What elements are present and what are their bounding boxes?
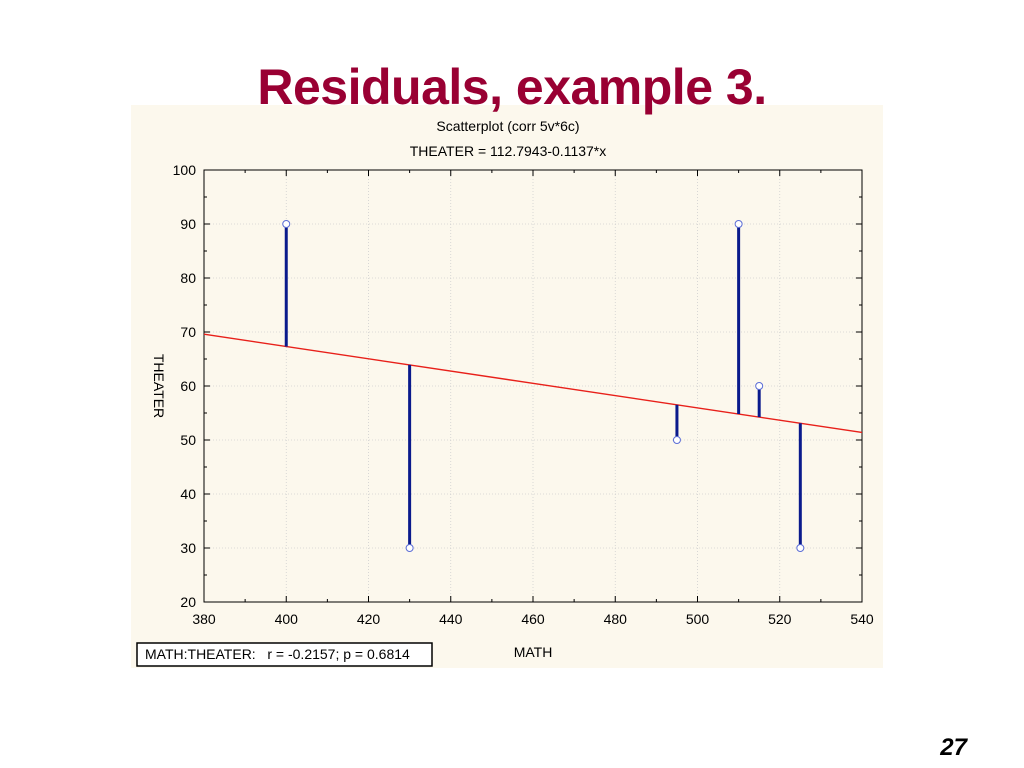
y-tick-label: 50	[180, 432, 196, 448]
y-tick-label: 20	[180, 594, 196, 610]
page-number: 27	[940, 734, 967, 761]
y-tick-label: 80	[180, 270, 196, 286]
data-point	[755, 382, 764, 390]
data-point	[672, 436, 681, 444]
grid	[204, 170, 862, 602]
data-point	[282, 220, 291, 228]
x-tick-label: 520	[768, 611, 792, 627]
data-point	[796, 544, 805, 552]
y-axis-label: THEATER	[151, 354, 167, 418]
chart-panel: Scatterplot (corr 5v*6c) THEATER = 112.7…	[131, 105, 883, 668]
y-tick-label: 30	[180, 540, 196, 556]
scatterplot: Scatterplot (corr 5v*6c) THEATER = 112.7…	[136, 118, 874, 667]
x-tick-label: 500	[686, 611, 710, 627]
stats-annotation-box	[136, 642, 433, 667]
y-tick-label: 70	[180, 324, 196, 340]
y-tick-label: 100	[173, 162, 197, 178]
x-tick-label: 460	[521, 611, 545, 627]
x-tick-label: 420	[357, 611, 381, 627]
regression-line	[203, 333, 863, 434]
y-tick-label: 90	[180, 216, 196, 232]
slide-title: Residuals, example 3.	[257, 59, 767, 115]
stats-annotation: MATH:THEATER: r = -0.2157; p = 0.6814	[145, 646, 410, 662]
x-tick-label: 480	[604, 611, 628, 627]
y-tick-label: 40	[180, 486, 196, 502]
regression-layer	[203, 333, 863, 434]
x-tick-label: 380	[192, 611, 216, 627]
axis-ticks: 380 400 420 440 460 480 500 520 540 20 30 40 50 60 70 8…	[173, 162, 874, 627]
x-tick-label: 440	[439, 611, 463, 627]
chart-title: Scatterplot (corr 5v*6c)	[436, 118, 579, 134]
points-layer	[282, 220, 805, 552]
chart-subtitle: THEATER = 112.7943-0.1137*x	[410, 143, 607, 159]
x-axis-label: MATH	[514, 644, 553, 660]
x-tick-label: 540	[850, 611, 874, 627]
x-tick-label: 400	[275, 611, 299, 627]
data-point	[405, 544, 414, 552]
y-tick-label: 60	[180, 378, 196, 394]
data-point	[734, 220, 743, 228]
residuals-layer	[284, 224, 802, 548]
